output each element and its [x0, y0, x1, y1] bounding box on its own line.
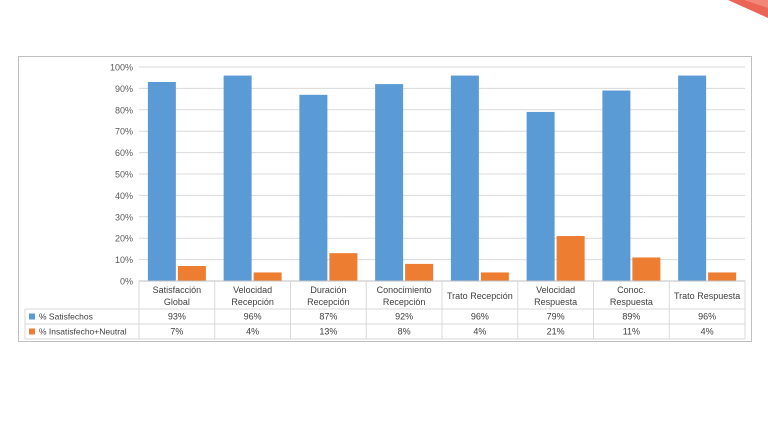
bar-insatisfecho-neutral: [708, 272, 737, 281]
x-category-label: Respuesta: [610, 297, 653, 307]
x-category-label: Trato Respuesta: [674, 291, 740, 301]
data-table-value: 96%: [244, 312, 262, 322]
bar-satisfechos: [223, 75, 252, 281]
y-tick-label: 80%: [115, 105, 133, 115]
x-category-label: Velocidad: [233, 285, 272, 295]
corner-accent: [728, 0, 768, 18]
data-table-value: 13%: [319, 327, 337, 337]
x-category-label: Velocidad: [536, 285, 575, 295]
bar-insatisfecho-neutral: [405, 263, 434, 281]
x-category-label: Recepción: [307, 297, 350, 307]
legend-label: % Satisfechos: [39, 312, 93, 322]
data-table-value: 79%: [547, 312, 565, 322]
data-table-value: 8%: [398, 327, 411, 337]
x-category-label: Conocimiento: [377, 285, 432, 295]
bar-chart: 0% 10% 20% 30% 40% 50% 60% 70% 80% 90% 100% Satisfa…: [24, 63, 746, 340]
y-tick-label: 70%: [115, 127, 133, 137]
y-tick-label: 90%: [115, 84, 133, 94]
x-category-label: Respuesta: [534, 297, 577, 307]
legend-key: [29, 313, 35, 320]
bar-satisfechos: [678, 75, 707, 281]
y-tick-label: 0%: [120, 277, 133, 287]
x-category-label: Recepción: [383, 297, 426, 307]
data-table-value: 7%: [170, 327, 183, 337]
y-tick-label: 50%: [115, 170, 133, 180]
data-table-value: 11%: [623, 327, 640, 337]
data-table-value: 93%: [168, 312, 186, 322]
bar-satisfechos: [147, 81, 176, 281]
data-table-value: 87%: [319, 312, 337, 322]
bar-insatisfecho-neutral: [253, 272, 282, 281]
data-table-value: 4%: [701, 327, 714, 337]
y-tick-label: 10%: [115, 255, 133, 265]
y-tick-label: 100%: [110, 63, 133, 73]
bar-satisfechos: [450, 75, 479, 281]
x-category-label: Duración: [310, 285, 346, 295]
y-tick-label: 60%: [115, 148, 133, 158]
y-tick-label: 20%: [115, 234, 133, 244]
data-table-value: 4%: [246, 327, 259, 337]
bar-insatisfecho-neutral: [177, 266, 206, 281]
bar-satisfechos: [375, 84, 404, 282]
data-table-value: 92%: [395, 312, 413, 322]
bar-insatisfecho-neutral: [632, 257, 661, 281]
x-category-label: Recepción: [231, 297, 274, 307]
bar-insatisfecho-neutral: [480, 272, 509, 281]
bar-satisfechos: [602, 90, 631, 281]
data-table-value: 96%: [698, 312, 716, 322]
data-table-value: 21%: [547, 327, 565, 337]
x-category-label: Global: [164, 297, 190, 307]
data-table-value: 96%: [471, 312, 489, 322]
bar-insatisfecho-neutral: [556, 236, 585, 281]
x-category-label: Satisfacción: [153, 285, 202, 295]
legend-label: % Insatisfecho+Neutral: [39, 327, 127, 337]
bar-satisfechos: [526, 111, 555, 281]
x-category-label: Conoc.: [617, 285, 646, 295]
bar-satisfechos: [299, 94, 328, 281]
data-table-value: 4%: [473, 327, 486, 337]
y-tick-label: 40%: [115, 191, 133, 201]
data-table-value: 89%: [622, 312, 640, 322]
x-category-label: Trato Recepción: [447, 291, 513, 301]
bar-insatisfecho-neutral: [329, 253, 358, 281]
legend-key: [29, 328, 35, 335]
y-tick-label: 30%: [115, 212, 133, 222]
chart-frame: 0% 10% 20% 30% 40% 50% 60% 70% 80% 90% 100% Satisfa…: [18, 56, 752, 342]
